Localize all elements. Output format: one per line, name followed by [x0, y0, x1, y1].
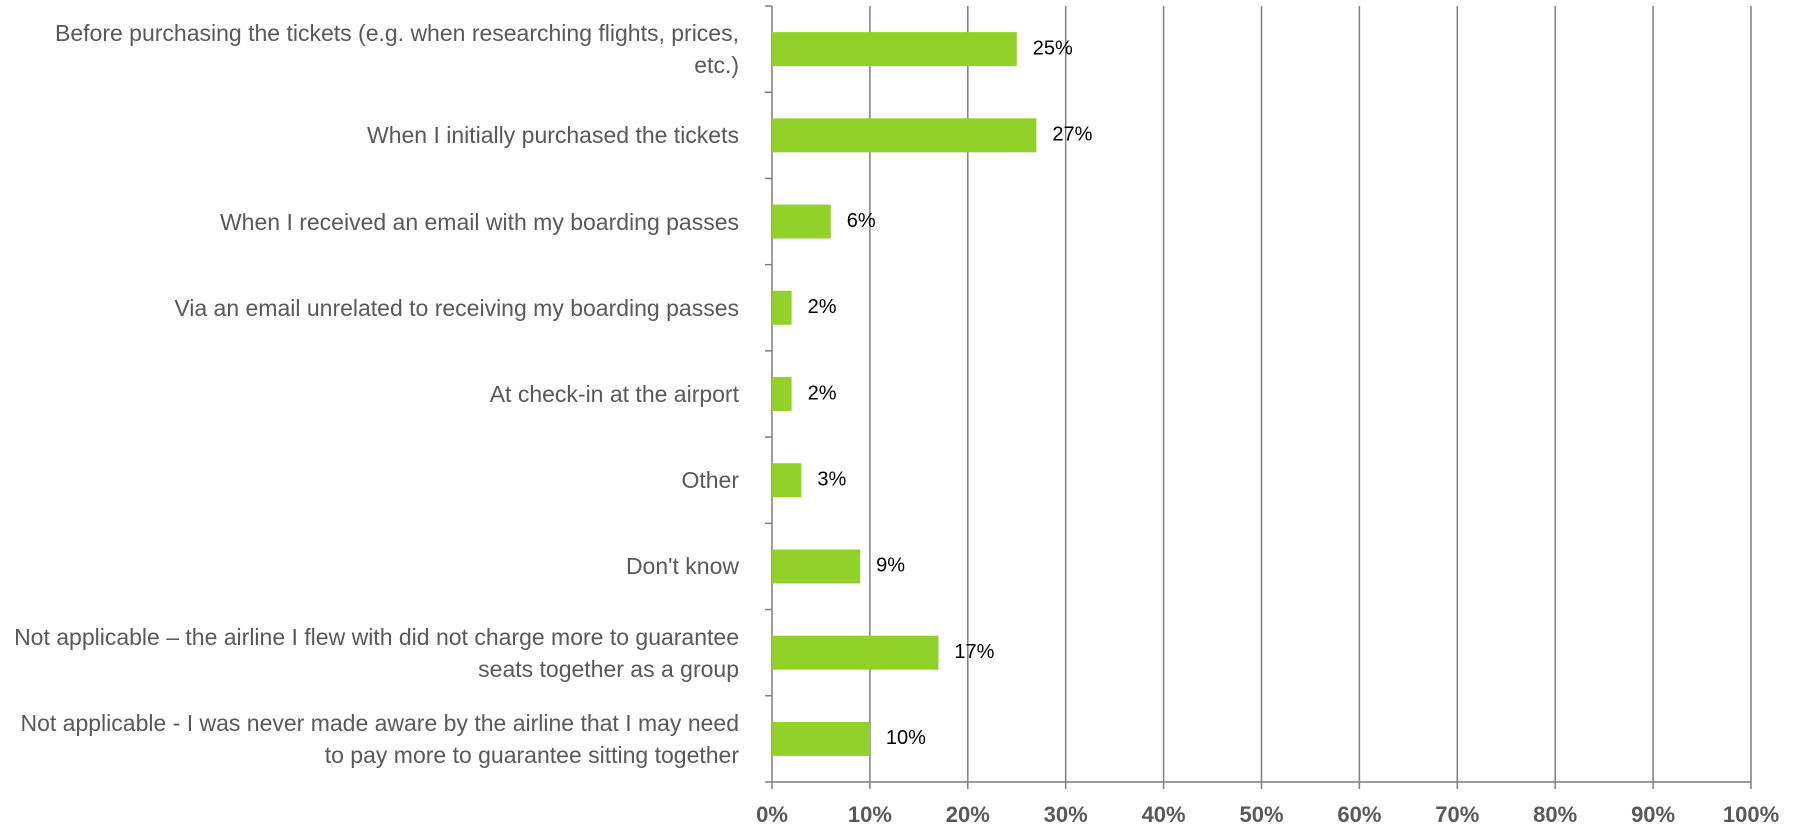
data-label: 3% [817, 469, 846, 491]
category-label: Not applicable – the airline I flew with… [14, 623, 739, 682]
bar [772, 204, 831, 239]
category-label: When I initially purchased the tickets [366, 122, 739, 149]
x-tick-label: 30% [1044, 802, 1088, 826]
x-tick-label: 0% [756, 802, 788, 826]
category-label: Before purchasing the tickets (e.g. when… [55, 20, 739, 79]
data-label: 27% [1052, 124, 1092, 146]
bar [772, 118, 1037, 153]
bar [772, 290, 792, 325]
data-label: 17% [954, 641, 994, 663]
x-tick-label: 70% [1435, 802, 1479, 826]
category-label: Via an email unrelated to receiving my b… [174, 294, 739, 321]
x-tick-label: 60% [1337, 802, 1381, 826]
x-tick-label: 10% [848, 802, 892, 826]
x-tick-label: 50% [1239, 802, 1283, 826]
data-label: 25% [1033, 37, 1073, 59]
bar [772, 377, 792, 411]
bar [772, 721, 870, 756]
bar [772, 635, 939, 670]
data-label: 2% [808, 296, 837, 318]
bar [772, 463, 802, 498]
x-tick-label: 100% [1723, 802, 1779, 826]
data-label: 9% [876, 555, 905, 577]
category-label: At check-in at the airport [489, 381, 739, 407]
category-label: Not applicable - I was never made aware … [20, 709, 740, 768]
x-tick-label: 40% [1142, 802, 1186, 826]
x-tick-label: 20% [946, 802, 990, 826]
x-tick-label: 80% [1533, 802, 1577, 826]
category-label: When I received an email with my boardin… [219, 208, 739, 235]
data-label: 2% [808, 382, 837, 404]
bar [772, 32, 1017, 67]
bar [772, 549, 861, 584]
data-label: 6% [847, 210, 876, 232]
category-label: Don't know [625, 553, 739, 580]
data-label: 10% [886, 727, 926, 749]
x-tick-label: 90% [1631, 802, 1675, 826]
category-label: Other [681, 467, 739, 494]
